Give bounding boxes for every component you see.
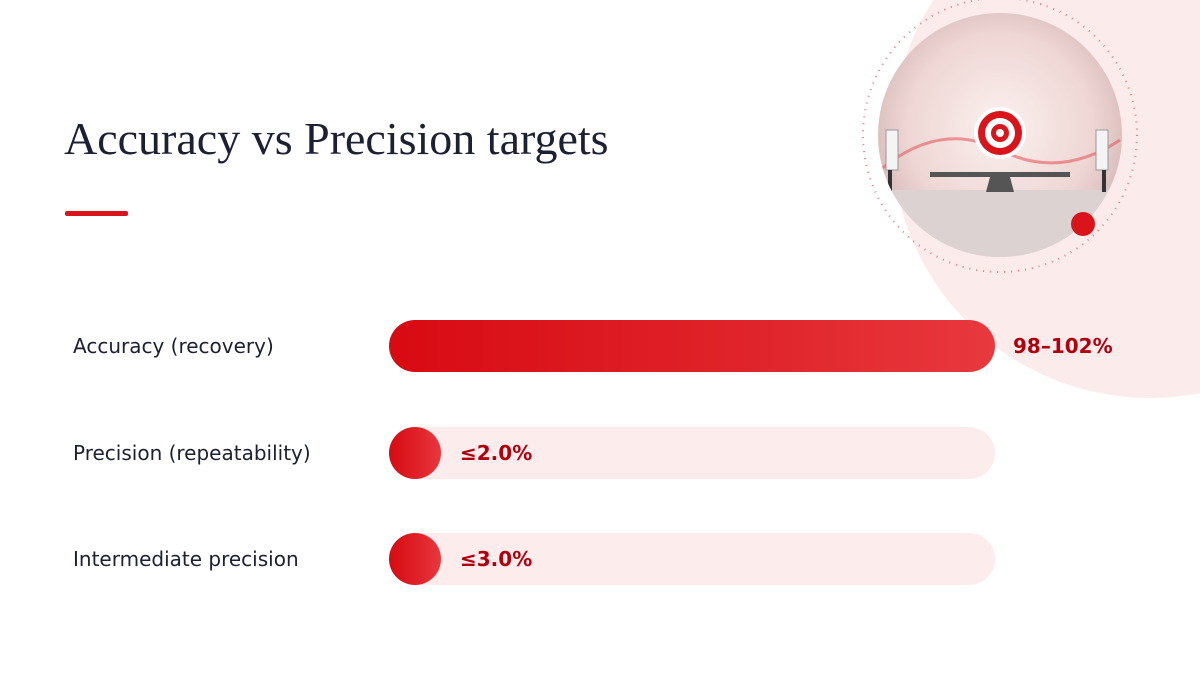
- illustration: [878, 13, 1122, 257]
- row-value: 98–102%: [1013, 334, 1113, 358]
- row-value: ≤2.0%: [460, 441, 533, 465]
- bar-fill: [389, 320, 995, 372]
- accent-dot: [1071, 212, 1095, 236]
- row-label: Precision (repeatability): [73, 441, 311, 465]
- title-underline: [65, 211, 128, 216]
- bar-track: [389, 320, 995, 372]
- row-label: Accuracy (recovery): [73, 334, 274, 358]
- bar-track: [389, 427, 995, 479]
- dotted-ring: [862, 0, 1138, 273]
- bar-fill: [389, 533, 441, 585]
- bar-fill: [389, 427, 441, 479]
- title: Accuracy vs Precision targets: [64, 113, 609, 164]
- row-label: Intermediate precision: [73, 547, 299, 571]
- row-value: ≤3.0%: [460, 547, 533, 571]
- bar-track: [389, 533, 995, 585]
